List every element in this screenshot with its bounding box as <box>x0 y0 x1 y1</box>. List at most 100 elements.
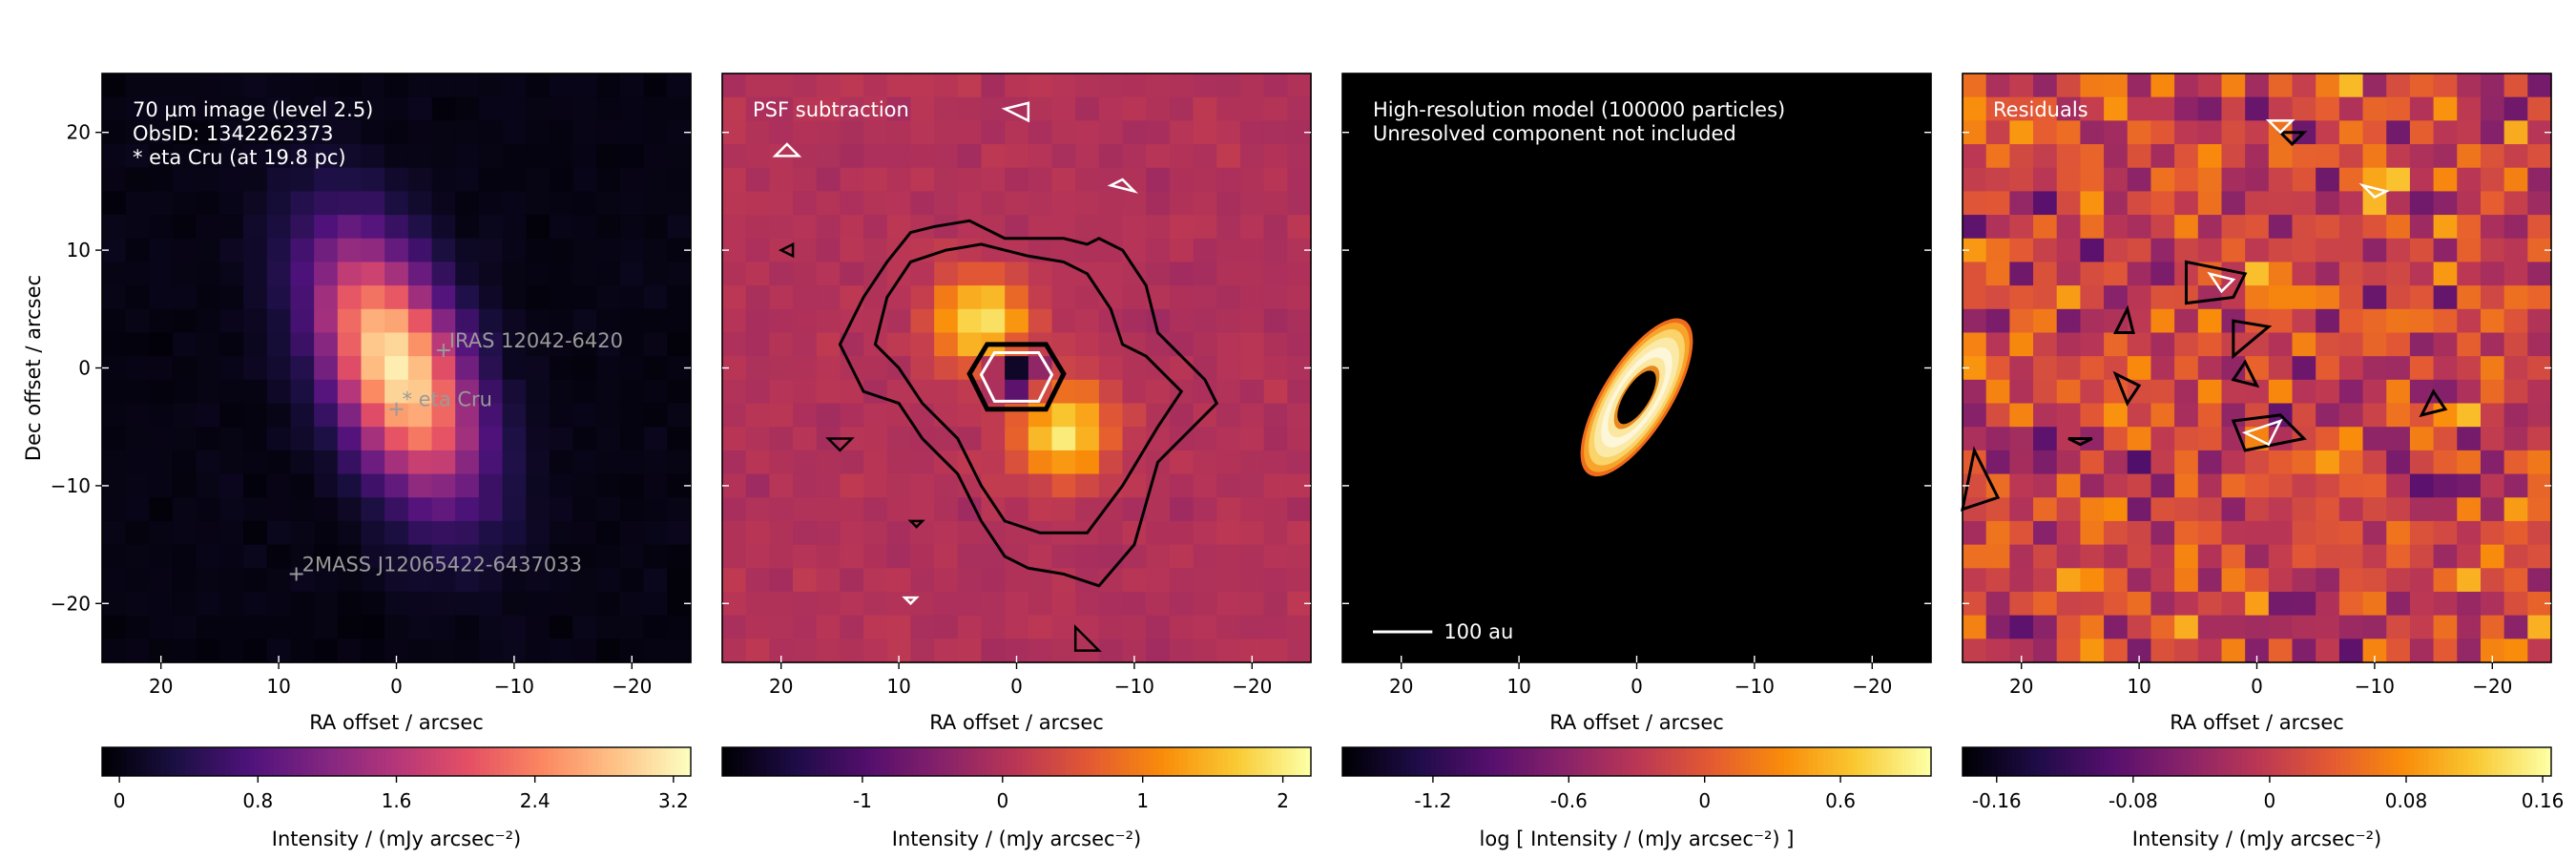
pixel <box>2316 427 2340 451</box>
pixel <box>1051 473 1076 498</box>
pixel <box>455 427 480 451</box>
pixel <box>2080 167 2105 192</box>
pixel <box>2386 473 2411 498</box>
pixel <box>1985 73 2010 98</box>
colorbar-segment <box>1242 747 1248 776</box>
pixel <box>1122 215 1147 240</box>
pixel <box>957 73 983 98</box>
pixel <box>102 285 127 310</box>
pixel <box>722 285 747 310</box>
pixel <box>2292 238 2316 263</box>
colorbar-segment <box>1813 747 1819 776</box>
pixel <box>2409 238 2435 263</box>
colorbar-segment <box>1543 747 1549 776</box>
pixel <box>2338 96 2364 121</box>
pixel <box>2009 285 2034 310</box>
pixel <box>1263 120 1288 145</box>
pixel <box>2221 639 2246 663</box>
colorbar-segment <box>2192 747 2199 776</box>
pixel <box>2127 520 2152 546</box>
pixel <box>219 120 244 145</box>
pixel <box>2104 427 2129 451</box>
pixel <box>1193 520 1217 546</box>
pixel <box>431 427 456 451</box>
colorbar-segment <box>1700 747 1707 776</box>
colorbar-segment <box>756 747 762 776</box>
pixel <box>2221 427 2246 451</box>
pixel <box>173 167 197 192</box>
pixel <box>619 568 645 593</box>
pixel <box>2197 427 2223 451</box>
pixel <box>667 332 692 357</box>
pixel <box>910 144 935 169</box>
pixel <box>2197 403 2223 428</box>
pixel <box>2268 356 2294 381</box>
pixel <box>219 639 244 663</box>
pixel <box>1263 520 1288 546</box>
pixel <box>361 520 385 546</box>
pixel <box>549 473 574 498</box>
pixel <box>125 379 150 405</box>
pixel <box>2316 379 2340 405</box>
colorbar-segment <box>2448 747 2454 776</box>
pixel <box>266 356 292 381</box>
pixel <box>1098 96 1124 121</box>
colorbar-segment <box>1611 747 1618 776</box>
pixel <box>455 120 480 145</box>
pixel <box>2386 191 2411 216</box>
pixel <box>667 379 692 405</box>
pixel <box>2009 167 2034 192</box>
colorbar-segment <box>1440 747 1446 776</box>
colorbar-segment <box>1504 747 1510 776</box>
pixel <box>219 356 244 381</box>
pixel <box>2174 427 2199 451</box>
pixel <box>2433 73 2458 98</box>
pixel <box>2080 215 2105 240</box>
pixel <box>745 639 770 663</box>
pixel <box>2009 403 2034 428</box>
colorbar-segment <box>396 747 403 776</box>
pixel <box>2009 615 2034 639</box>
pixel <box>1028 615 1053 639</box>
pixel <box>361 497 385 522</box>
pixel <box>2174 167 2199 192</box>
colorbar-segment <box>651 747 657 776</box>
pixel <box>2338 403 2364 428</box>
colorbar-segment <box>141 747 147 776</box>
colorbar-segment <box>322 747 329 776</box>
pixel <box>1216 544 1241 569</box>
pixel <box>2127 403 2152 428</box>
pixel <box>2150 215 2175 240</box>
pixel <box>196 308 220 334</box>
pixel <box>1005 167 1029 192</box>
pixel <box>502 427 527 451</box>
pixel <box>290 285 315 310</box>
pixel <box>102 379 127 405</box>
pixel <box>2221 379 2246 405</box>
colorbar-segment <box>967 747 973 776</box>
pixel <box>2338 497 2364 522</box>
pixel <box>1146 238 1171 263</box>
pixel <box>243 356 268 381</box>
colorbar-segment <box>2316 747 2321 776</box>
pixel <box>2409 615 2435 639</box>
pixel <box>619 215 645 240</box>
colorbar-segment <box>2075 747 2081 776</box>
pixel <box>314 497 339 522</box>
pixel <box>957 403 983 428</box>
colorbar-segment <box>1842 747 1849 776</box>
pixel <box>384 356 409 381</box>
pixel <box>840 191 864 216</box>
pixel <box>125 262 150 286</box>
pixel <box>2056 403 2081 428</box>
pixel <box>2409 191 2435 216</box>
colorbar-segment <box>800 747 807 776</box>
pixel <box>2386 144 2411 169</box>
pixel <box>2174 73 2199 98</box>
pixel <box>957 497 983 522</box>
x-tick-label: −10 <box>2355 675 2395 698</box>
pixel <box>619 191 645 216</box>
colorbar-segment <box>1725 747 1731 776</box>
colorbar-tick-label: -0.6 <box>1550 789 1588 812</box>
pixel <box>337 427 363 451</box>
